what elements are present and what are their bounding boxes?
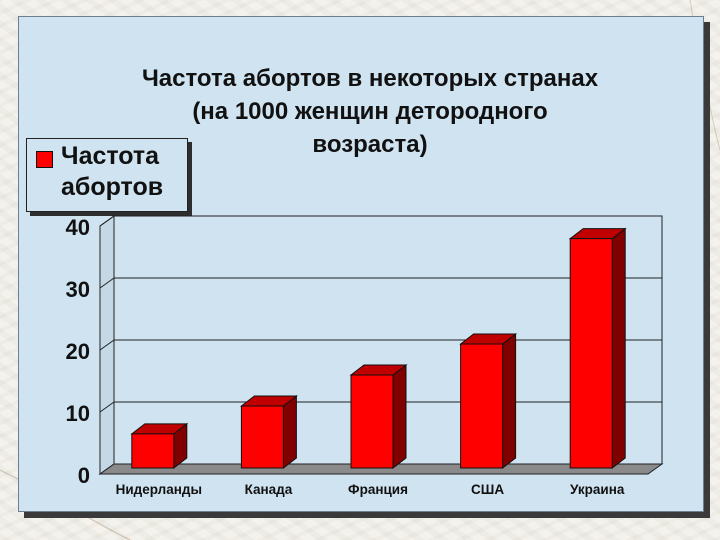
gridline-side: [99, 339, 115, 351]
bar-side: [282, 394, 297, 470]
bar: [350, 374, 394, 469]
y-tick-label: 30: [66, 277, 90, 302]
x-tick-label: Нидерланды: [116, 482, 202, 497]
gridline-side: [99, 277, 115, 289]
bar: [460, 343, 504, 469]
x-tick-label: Украина: [570, 482, 625, 497]
legend-label: Частота абортов: [61, 142, 164, 201]
chart-title-line: возраста): [312, 131, 428, 159]
bar-side: [502, 332, 517, 470]
bar: [131, 433, 175, 469]
bar: [240, 405, 284, 469]
legend: Частота абортов: [26, 138, 188, 212]
chart-title-line: Частота абортов в некоторых странах: [141, 65, 599, 92]
bar: [569, 238, 613, 469]
bar-side: [392, 363, 407, 470]
y-tick-label: 0: [78, 463, 90, 488]
x-tick-label: Франция: [348, 482, 408, 497]
x-tick-label: США: [471, 482, 504, 497]
gridline-side: [99, 401, 115, 413]
bar-side: [611, 227, 626, 470]
y-tick-label: 10: [66, 401, 90, 426]
x-tick-label: Канада: [245, 482, 293, 497]
chart-title: Частота абортов в некоторых странах (на 1…: [60, 62, 680, 161]
y-tick-label: 20: [66, 339, 90, 364]
chart-title-line: (на 1000 женщин детородного: [192, 98, 548, 126]
legend-swatch: [36, 151, 53, 168]
gridline-side: [99, 215, 115, 227]
y-tick-label: 40: [66, 215, 90, 240]
